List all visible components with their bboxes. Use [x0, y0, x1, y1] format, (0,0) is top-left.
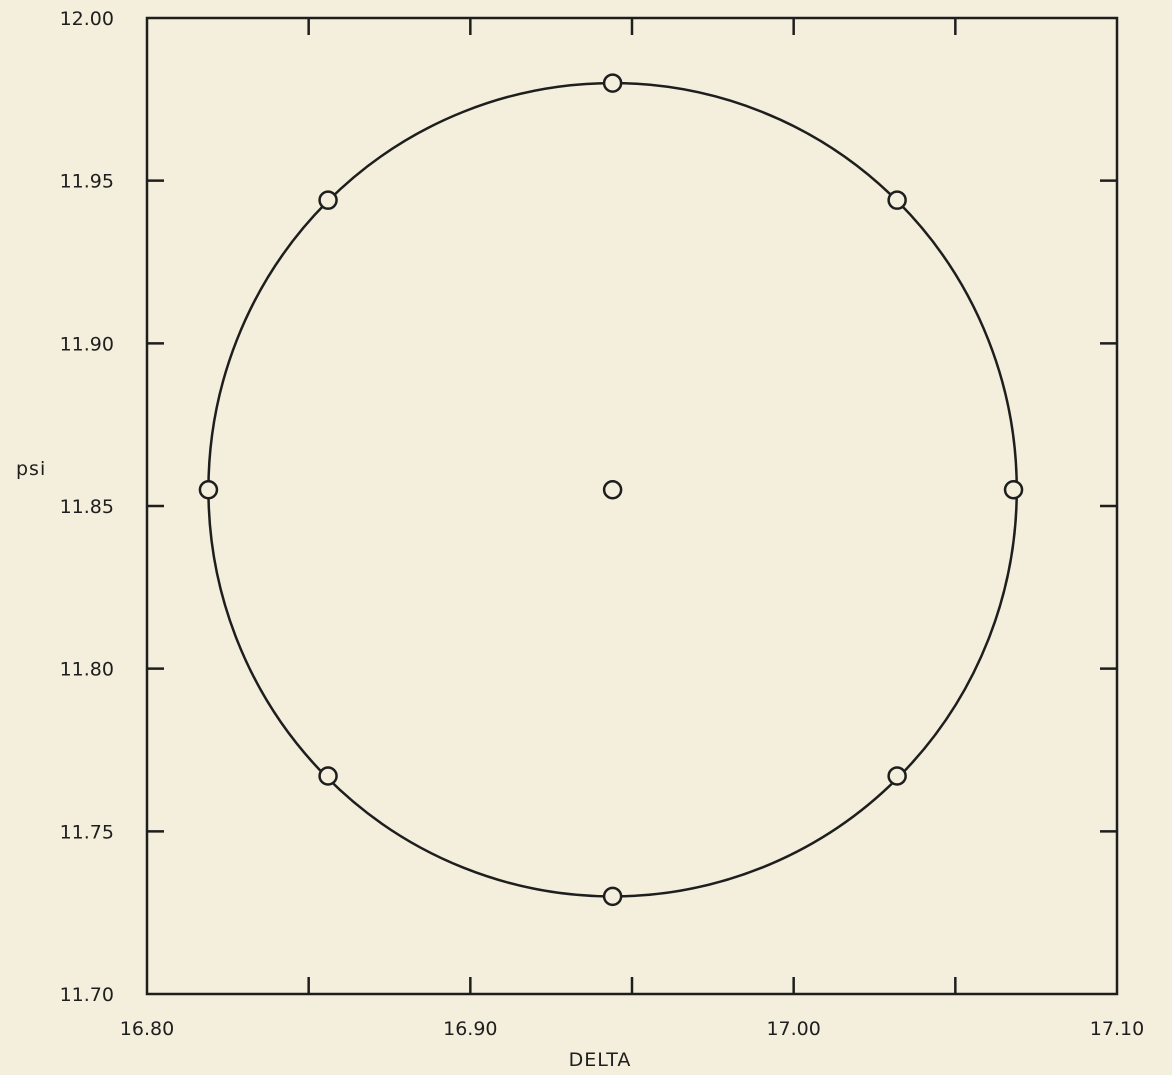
y-tick-label: 11.90: [60, 333, 114, 355]
data-point: [198, 479, 219, 500]
axis-tick-labels: 16.80 16.90 17.00 17.10 11.70 11.75 11.80 11.85…: [60, 8, 1145, 1040]
data-point: [318, 766, 338, 786]
y-tick-label: 11.70: [60, 984, 114, 1006]
y-axis-label: psi: [16, 458, 46, 480]
x-tick-label: 16.80: [120, 1018, 174, 1040]
data-point: [318, 190, 338, 210]
y-tick-label: 11.85: [60, 496, 114, 518]
data-points: [198, 73, 1024, 907]
data-point: [887, 766, 907, 786]
data-point: [602, 479, 623, 500]
x-tick-label: 17.10: [1090, 1018, 1144, 1040]
plot-frame: [145, 16, 1119, 996]
y-tick-label: 12.00: [60, 8, 114, 30]
x-tick-label: 16.90: [443, 1018, 497, 1040]
data-point: [602, 886, 623, 907]
data-point: [1003, 479, 1024, 500]
y-tick-label: 11.80: [60, 659, 114, 681]
axis-ticks: [147, 18, 1117, 994]
x-tick-label: 17.00: [766, 1018, 820, 1040]
y-tick-label: 11.75: [60, 821, 114, 843]
data-point: [887, 190, 907, 210]
data-point: [602, 73, 623, 93]
x-axis-label: DELTA: [569, 1049, 632, 1071]
y-tick-label: 11.95: [60, 171, 114, 193]
